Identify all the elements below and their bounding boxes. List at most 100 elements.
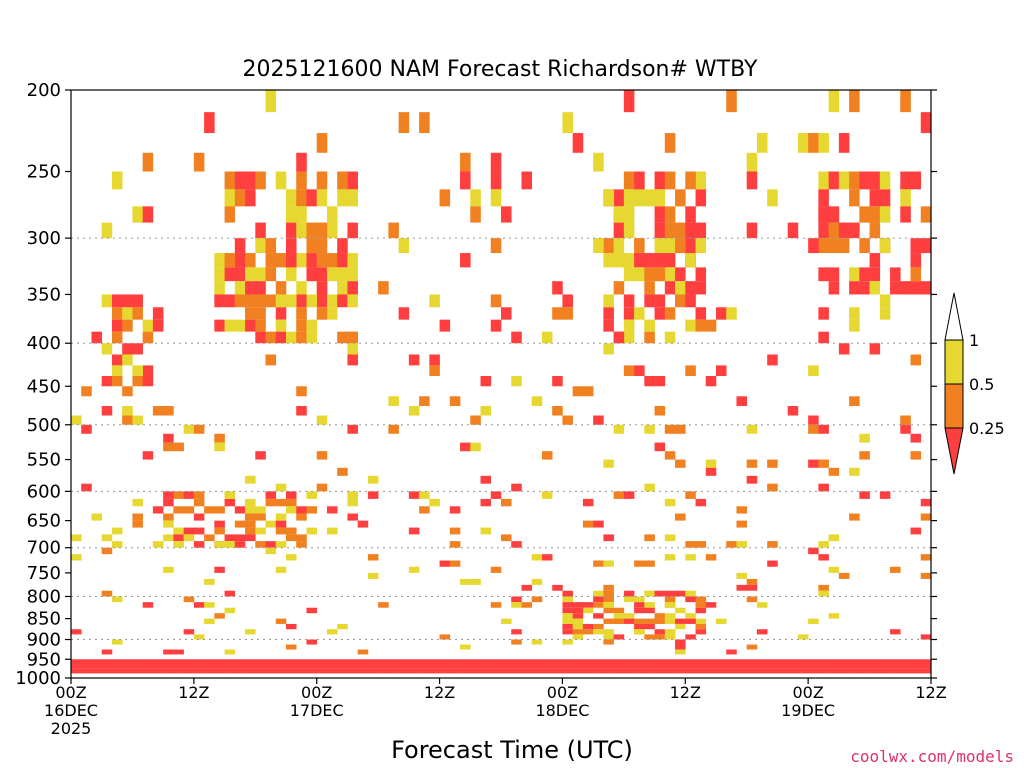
ri-cell <box>255 664 266 669</box>
ri-cell <box>501 206 512 223</box>
ri-cell <box>511 629 522 635</box>
ri-cell <box>275 294 287 308</box>
ri-cell <box>470 206 481 223</box>
ri-cell <box>603 189 614 207</box>
ri-cell <box>859 171 870 190</box>
ri-cell <box>879 307 891 320</box>
ri-cell <box>255 668 266 674</box>
ri-cell <box>593 659 604 665</box>
ri-cell <box>501 307 512 320</box>
ri-cell <box>613 331 625 344</box>
ri-cell <box>111 354 123 366</box>
ri-cell <box>613 238 625 254</box>
ri-cell <box>654 171 666 190</box>
ri-cell <box>664 253 676 268</box>
ri-cell <box>879 491 891 499</box>
ri-cell <box>224 171 236 190</box>
ri-cell <box>531 596 543 603</box>
ri-cell <box>695 238 707 254</box>
ri-cell <box>736 572 748 579</box>
ri-cell <box>828 467 840 476</box>
ri-cell <box>685 206 696 223</box>
ri-cell <box>296 664 307 669</box>
ri-cell <box>664 534 676 542</box>
ri-cell <box>705 659 717 665</box>
ri-cell <box>337 267 348 282</box>
ri-cell <box>664 618 676 624</box>
ri-cell <box>91 668 103 674</box>
ri-cell <box>869 343 881 355</box>
ri-cell <box>357 664 369 669</box>
ri-cell <box>367 491 379 499</box>
ri-cell <box>593 590 604 597</box>
legend-swatch-high <box>944 339 964 385</box>
ri-cell <box>245 189 256 207</box>
ri-cell <box>173 506 184 514</box>
ri-cell <box>347 331 358 344</box>
ri-cell <box>859 659 870 665</box>
ri-cell <box>275 618 287 624</box>
ri-cell <box>879 668 891 674</box>
ri-cell <box>71 534 82 542</box>
ri-cell <box>675 644 686 650</box>
ri-cell <box>337 294 348 308</box>
ri-cell <box>286 527 297 535</box>
ri-cell <box>726 668 737 674</box>
ri-cell <box>623 90 635 113</box>
ri-cell <box>797 634 809 640</box>
ri-cell <box>634 238 645 254</box>
y-tick-label: 400 <box>27 333 61 354</box>
ri-cell <box>460 152 471 172</box>
ri-cell <box>644 668 655 674</box>
ri-cell <box>306 253 318 268</box>
ri-cell <box>245 475 256 484</box>
ri-cell <box>531 639 543 645</box>
ri-cell <box>664 307 676 320</box>
ri-cell <box>828 659 840 665</box>
ri-cell <box>234 171 246 190</box>
ri-cell <box>787 406 799 416</box>
ri-cell <box>286 506 297 514</box>
ri-cell <box>654 238 666 254</box>
ri-cell <box>214 668 225 674</box>
ri-cell <box>900 415 911 425</box>
ri-cell <box>204 506 215 514</box>
ri-cell <box>644 424 655 434</box>
ri-cell <box>296 222 307 239</box>
ri-cell <box>163 566 174 573</box>
ri-cell <box>675 659 686 665</box>
ri-cell <box>562 602 573 608</box>
ri-cell <box>613 206 625 223</box>
ri-cell <box>71 629 82 635</box>
ri-cell <box>326 668 338 674</box>
ri-cell <box>562 590 573 597</box>
ri-cell <box>255 513 266 521</box>
ri-cell <box>470 415 481 425</box>
ri-cell <box>316 668 328 674</box>
ri-cell <box>623 491 635 499</box>
ri-cell <box>818 222 829 239</box>
ri-cell <box>234 534 246 542</box>
ri-cell <box>511 668 522 674</box>
ri-cell <box>388 668 399 674</box>
ri-cell <box>572 629 584 635</box>
ri-cell <box>142 664 154 669</box>
ri-cell <box>245 664 256 669</box>
ri-cell <box>664 238 676 254</box>
ri-cell <box>408 354 420 366</box>
ri-cell <box>480 498 492 507</box>
ri-cell <box>193 152 205 172</box>
ri-cell <box>552 664 563 669</box>
ri-cell <box>132 513 143 521</box>
ri-cell <box>326 253 338 268</box>
ri-cell <box>675 607 686 614</box>
ri-cell <box>214 433 225 443</box>
ri-cell <box>142 206 154 223</box>
ri-cell <box>726 90 737 113</box>
ri-cell <box>286 238 297 254</box>
ri-cell <box>869 664 881 669</box>
ri-cell <box>685 554 696 561</box>
ri-cell <box>644 189 655 207</box>
ri-cell <box>367 475 379 484</box>
ri-cell <box>347 491 358 499</box>
